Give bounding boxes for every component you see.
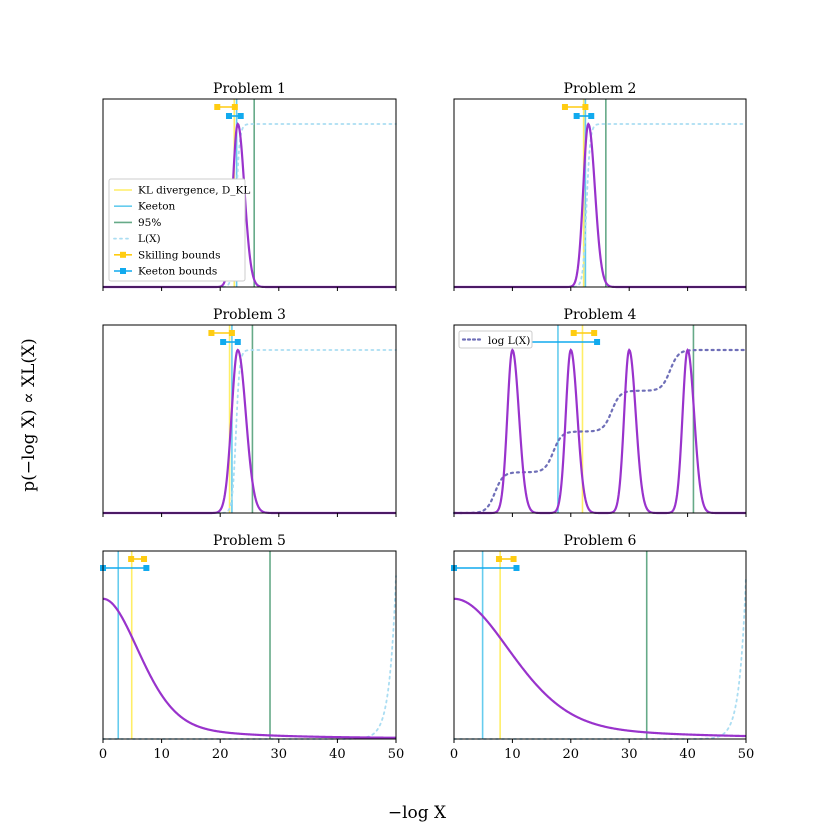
keeton-bound-low [225, 113, 232, 119]
keeton-bound-low [220, 339, 227, 345]
likelihood-curve [453, 575, 747, 740]
skilling-bound-high [141, 556, 148, 562]
keeton-bound-high [237, 113, 244, 119]
legend-label-loglike: log L(X) [488, 335, 530, 347]
axes-frame [102, 324, 397, 514]
skilling-bound-low [208, 330, 215, 336]
skilling-bound-high [591, 330, 598, 336]
posterior-curve [454, 122, 746, 289]
likelihood-curve [102, 575, 397, 740]
panel-title: Problem 5 [213, 533, 286, 549]
legend-label-p95: 95% [138, 217, 161, 229]
axes-frame [102, 98, 397, 288]
x-tick-label: 0 [99, 747, 107, 762]
panel-2: Problem 2 [453, 81, 747, 291]
x-tick-label: 30 [271, 747, 288, 762]
x-tick-label: 50 [388, 747, 405, 762]
keeton-bound-high [588, 113, 595, 119]
panel-6: Problem 6 0 10 20 30 40 50 [450, 533, 754, 762]
axes-frame [453, 550, 747, 740]
panel-title: Problem 2 [564, 81, 637, 97]
keeton-bound-high [594, 339, 601, 345]
panel-3: Problem 3 [102, 307, 397, 517]
legend-label-keeton: Keeton [138, 201, 176, 213]
axes-frame [102, 550, 397, 740]
panel-4: Problem 4 log L(X) [452, 307, 748, 517]
panel-title: Problem 4 [564, 307, 637, 323]
skilling-bound-low [128, 556, 135, 562]
legend-marker-skilling [120, 251, 126, 258]
skilling-bound-high [510, 556, 517, 562]
skilling-bound-high [231, 104, 238, 110]
x-tick-label: 0 [450, 747, 458, 762]
legend-label-kl: KL divergence, D_KL [138, 185, 250, 197]
axes-frame [453, 324, 747, 514]
legend-box [108, 178, 246, 282]
likelihood-curve [453, 123, 747, 288]
panel-5: Problem 5 0 10 20 30 40 50 [99, 533, 404, 762]
panel-title: Problem 3 [213, 307, 286, 323]
skilling-bound-high [582, 104, 589, 110]
legend-label-keeton_bounds: Keeton bounds [138, 266, 217, 278]
x-axis-label: −log X [388, 803, 447, 823]
main-legend: KL divergence, D_KL Keeton 95% L(X) Skilling… [108, 178, 250, 282]
posterior-curve [454, 348, 746, 515]
loglike-legend: log L(X) [458, 330, 533, 349]
skilling-bound-low [570, 330, 577, 336]
legend-label-skilling: Skilling bounds [138, 249, 221, 261]
skilling-bound-low [214, 104, 221, 110]
x-tick-label: 50 [738, 747, 755, 762]
legend-box [458, 330, 533, 349]
x-tick-label: 20 [563, 747, 580, 762]
axes-frame [453, 98, 747, 288]
x-tick-label: 40 [329, 747, 346, 762]
log-likelihood-curve [452, 348, 748, 515]
y-axis-label: p(−log X) ∝ XL(X) [19, 338, 39, 492]
keeton-bound-low [573, 113, 580, 119]
skilling-bound-high [228, 330, 235, 336]
skilling-bound-low [561, 104, 568, 110]
posterior-curve [103, 348, 396, 515]
panel-title: Problem 6 [564, 533, 637, 549]
posterior-curve [102, 597, 396, 739]
keeton-bound-high [234, 339, 241, 345]
legend-label-likelihood: L(X) [138, 233, 161, 245]
x-tick-label: 10 [153, 747, 170, 762]
panel-title: Problem 1 [213, 81, 286, 97]
skilling-bound-low [495, 556, 502, 562]
x-tick-label: 20 [212, 747, 229, 762]
x-tick-label: 10 [504, 747, 521, 762]
likelihood-curve [102, 349, 397, 514]
keeton-bound-high [513, 565, 520, 571]
x-tick-label: 40 [679, 747, 696, 762]
keeton-bound-high [143, 565, 150, 571]
x-tick-label: 30 [621, 747, 638, 762]
posterior-curve [453, 597, 747, 738]
legend-marker-keeton_bounds [120, 268, 126, 274]
